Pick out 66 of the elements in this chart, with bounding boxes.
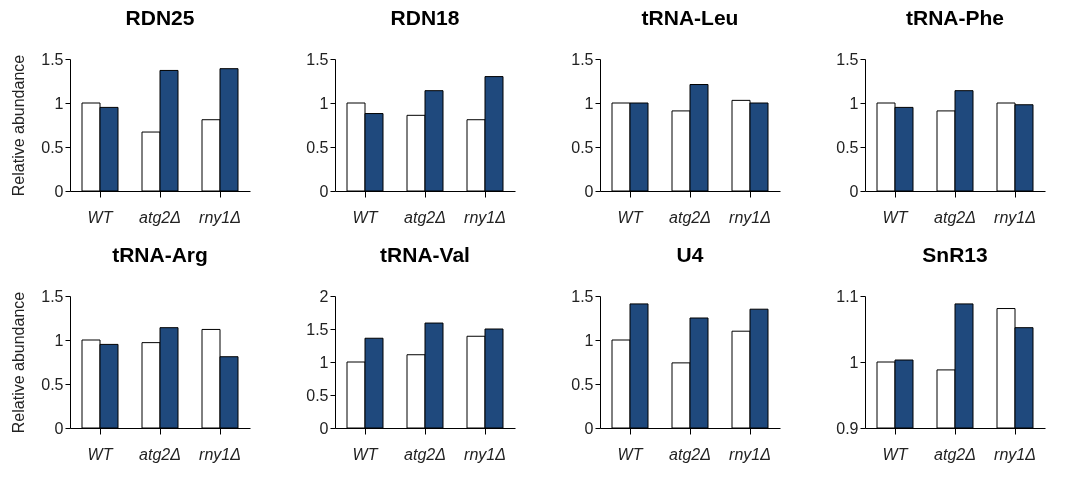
y-tick-label: 0.5	[571, 375, 594, 393]
y-tick-label: 1.5	[571, 50, 594, 68]
x-tick-label: atg2Δ	[669, 445, 711, 463]
y-tick-label: 1.5	[41, 50, 64, 68]
x-tick-label: WT	[882, 445, 909, 463]
y-tick-label: 1	[849, 94, 859, 112]
x-tick-label: WT	[617, 208, 644, 226]
y-axis-title: Relative abundance	[10, 291, 28, 434]
chart-title: tRNA-Leu	[641, 6, 739, 29]
y-tick-label: 0	[319, 182, 329, 200]
x-tick-label: rny1Δ	[199, 208, 241, 226]
chart-title: tRNA-Arg	[112, 243, 208, 266]
y-tick-label: 1	[584, 94, 594, 112]
x-tick-label: rny1Δ	[994, 445, 1036, 463]
y-tick-label: 1	[54, 331, 64, 349]
x-tick-label: WT	[87, 208, 114, 226]
x-tick-label: rny1Δ	[464, 208, 506, 226]
x-tick-label: WT	[617, 445, 644, 463]
chart-title: RDN25	[125, 6, 195, 29]
y-tick-label: 1	[319, 94, 329, 112]
y-tick-label: 1.1	[836, 287, 859, 305]
chart-title: U4	[676, 243, 704, 266]
y-tick-label: 1	[319, 353, 329, 371]
y-tick-label: 0.5	[306, 386, 329, 404]
y-tick-label: 1	[849, 353, 859, 371]
chart-title: SnR13	[922, 243, 988, 266]
y-tick-label: 0.5	[836, 138, 859, 156]
x-tick-label: atg2Δ	[404, 445, 446, 463]
x-tick-label: WT	[882, 208, 909, 226]
y-tick-label: 0.9	[836, 419, 859, 437]
chart-title: RDN18	[390, 6, 460, 29]
x-tick-label: rny1Δ	[729, 445, 771, 463]
y-tick-label: 0	[584, 419, 594, 437]
y-tick-label: 0	[54, 182, 64, 200]
y-tick-label: 0	[319, 419, 329, 437]
y-axis-title: Relative abundance	[10, 54, 28, 197]
y-tick-label: 1.5	[306, 50, 329, 68]
x-tick-label: rny1Δ	[464, 445, 506, 463]
y-tick-label: 0	[54, 419, 64, 437]
x-tick-label: rny1Δ	[199, 445, 241, 463]
y-tick-label: 0.5	[41, 375, 64, 393]
y-tick-label: 0.5	[41, 138, 64, 156]
y-tick-label: 0	[584, 182, 594, 200]
x-tick-label: atg2Δ	[934, 445, 976, 463]
y-tick-label: 0.5	[571, 138, 594, 156]
x-tick-label: WT	[87, 445, 114, 463]
y-tick-label: 0	[849, 182, 859, 200]
x-tick-label: rny1Δ	[729, 208, 771, 226]
y-tick-label: 1	[54, 94, 64, 112]
y-tick-label: 2	[319, 287, 329, 305]
x-tick-label: atg2Δ	[404, 208, 446, 226]
x-tick-label: WT	[352, 208, 379, 226]
x-tick-label: atg2Δ	[669, 208, 711, 226]
y-tick-label: 0.5	[306, 138, 329, 156]
y-tick-label: 1.5	[306, 320, 329, 338]
y-tick-label: 1.5	[41, 287, 64, 305]
x-tick-label: atg2Δ	[934, 208, 976, 226]
y-tick-label: 1.5	[571, 287, 594, 305]
x-tick-label: atg2Δ	[139, 445, 181, 463]
x-tick-label: WT	[352, 445, 379, 463]
y-tick-label: 1	[584, 331, 594, 349]
y-tick-label: 1.5	[836, 50, 859, 68]
chart-title: tRNA-Val	[380, 243, 470, 266]
chart-title: tRNA-Phe	[906, 6, 1004, 29]
x-tick-label: rny1Δ	[994, 208, 1036, 226]
x-tick-label: atg2Δ	[139, 208, 181, 226]
